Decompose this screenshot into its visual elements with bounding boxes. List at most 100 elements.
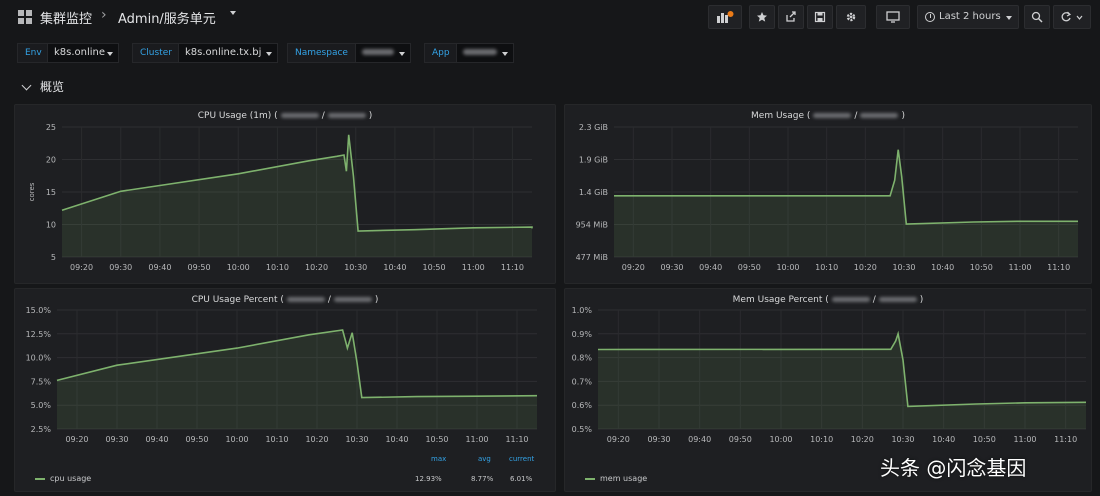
x-tick-label: 10:20	[854, 263, 877, 272]
row-collapse-icon[interactable]	[21, 80, 32, 91]
panel-title-text: CPU Usage Percent	[191, 295, 278, 305]
panel-title[interactable]: CPU Usage Percent (/)	[191, 295, 379, 305]
x-tick-label: 10:00	[225, 435, 248, 444]
refresh-button[interactable]	[1053, 5, 1091, 29]
chevron-down-icon	[1006, 16, 1012, 20]
x-tick-label: 09:20	[607, 435, 630, 444]
var-label-env: Env	[17, 43, 50, 63]
x-tick-label: 10:50	[425, 435, 448, 444]
watermark: 头条 @闪念基因	[880, 456, 1027, 480]
x-tick-label: 09:30	[109, 263, 132, 272]
x-tick-label: 10:40	[931, 263, 954, 272]
time-range-picker[interactable]: Last 2 hours	[917, 5, 1019, 29]
legend-item-mem-usage[interactable]: mem usage	[585, 474, 647, 483]
refresh-icon	[1061, 11, 1083, 22]
x-tick-label: 09:30	[647, 435, 670, 444]
add-panel-button[interactable]	[708, 5, 742, 29]
x-tick-label: 11:10	[1054, 435, 1077, 444]
zoom-out-button[interactable]	[1024, 5, 1050, 29]
row-title[interactable]: 概览	[40, 80, 65, 94]
y-tick-label: 0.8%	[572, 354, 593, 363]
x-tick-label: 10:10	[266, 263, 289, 272]
var-label-app: App	[424, 43, 458, 63]
var-select-env[interactable]: k8s.online	[47, 43, 119, 63]
chevron-down-icon	[399, 52, 405, 56]
legend-item-cpu-usage[interactable]: cpu usage	[35, 474, 91, 483]
legend-header-max[interactable]: max	[431, 455, 447, 463]
redacted-value	[333, 297, 372, 302]
x-tick-label: 11:00	[1013, 435, 1036, 444]
series-area	[57, 330, 537, 429]
x-tick-label: 11:10	[505, 435, 528, 444]
chevron-down-icon[interactable]	[230, 11, 236, 15]
x-tick-label: 11:00	[465, 435, 488, 444]
panel-title[interactable]: Mem Usage (/)	[751, 111, 905, 121]
x-tick-label: 09:40	[688, 435, 711, 444]
var-select-namespace[interactable]	[355, 43, 411, 63]
legend-value-current: 6.01%	[510, 475, 533, 483]
add-panel-icon	[717, 11, 734, 23]
x-tick-label: 10:10	[810, 435, 833, 444]
x-tick-label: 09:50	[188, 263, 211, 272]
panel-title-text: CPU Usage (1m)	[197, 111, 272, 121]
series-line	[614, 149, 1078, 225]
x-tick-label: 10:40	[385, 435, 408, 444]
redacted-value	[280, 113, 319, 118]
panel-cpu-percent: CPU Usage Percent (/) 2.5% 5.0% 7.5% 10.0% 1…	[14, 288, 556, 492]
x-tick-label: 10:50	[970, 263, 993, 272]
y-tick-label: 1.4 GiB	[579, 188, 608, 197]
y-tick-label: 5	[51, 253, 56, 262]
redacted-value	[813, 113, 852, 118]
redacted-value	[463, 49, 497, 55]
legend-header-avg[interactable]: avg	[478, 455, 491, 463]
var-select-cluster[interactable]: k8s.online.tx.bj	[178, 43, 278, 63]
x-tick-label: 09:20	[622, 263, 645, 272]
legend-label: mem usage	[600, 474, 648, 483]
panel-title[interactable]: Mem Usage Percent (/)	[732, 295, 924, 305]
legend-header-current[interactable]: current	[509, 455, 535, 463]
breadcrumb-folder[interactable]: 集群监控	[40, 12, 93, 27]
star-icon	[757, 12, 767, 22]
star-button[interactable]	[749, 5, 775, 29]
y-tick-label: 15	[46, 188, 56, 197]
var-value-cluster: k8s.online.tx.bj	[185, 47, 262, 58]
panel-title[interactable]: CPU Usage (1m) (/)	[197, 111, 373, 121]
chevron-down-icon	[107, 52, 113, 56]
x-tick-label: 10:00	[769, 435, 792, 444]
clock-icon	[925, 12, 935, 22]
y-tick-label: 10.0%	[26, 354, 52, 363]
redacted-value	[831, 297, 870, 302]
save-icon	[814, 11, 826, 23]
breadcrumb-separator: ›	[101, 7, 107, 23]
panel-title-text: Mem Usage	[751, 111, 805, 121]
x-tick-label: 09:20	[65, 435, 88, 444]
x-tick-label: 10:00	[227, 263, 250, 272]
apps-icon[interactable]	[18, 10, 32, 24]
y-tick-label: 7.5%	[31, 377, 52, 386]
panel-mem-percent: Mem Usage Percent (/) 0.5% 0.6% 0.7% 0.8% 0.…	[564, 288, 1092, 492]
tv-mode-button[interactable]	[876, 5, 910, 29]
y-tick-label: 25	[46, 123, 56, 132]
x-tick-label: 10:20	[305, 435, 328, 444]
series-area	[62, 134, 532, 257]
legend-swatch	[585, 477, 595, 480]
save-button[interactable]	[807, 5, 833, 29]
y-tick-label: 0.9%	[572, 330, 593, 339]
x-tick-label: 10:30	[344, 263, 367, 272]
series-area	[614, 149, 1078, 257]
share-button[interactable]	[778, 5, 804, 29]
mem-usage-chart[interactable]: 477 MiB 954 MiB 1.4 GiB 1.9 GiB 2.3 GiB 09:20…	[565, 105, 1093, 285]
mem-percent-chart[interactable]: 0.5% 0.6% 0.7% 0.8% 0.9% 1.0% 09:20 09:30 09:40 0…	[565, 289, 1093, 493]
x-tick-label: 09:40	[145, 435, 168, 444]
cpu-usage-chart[interactable]: 5 10 15 20 25 09:20 09:30 09:40 09:50 10:00 10:10 1…	[15, 105, 557, 285]
x-tick-label: 09:50	[185, 435, 208, 444]
x-tick-label: 10:30	[891, 435, 914, 444]
cpu-percent-chart[interactable]: 2.5% 5.0% 7.5% 10.0% 12.5% 15.0% 09:20 09:30 09:…	[15, 289, 557, 493]
x-tick-label: 10:50	[973, 435, 996, 444]
settings-button[interactable]	[836, 5, 866, 29]
x-tick-label: 09:40	[699, 263, 722, 272]
dashboard-title[interactable]: Admin/服务单元	[118, 12, 216, 27]
legend-value-avg: 8.77%	[471, 475, 494, 483]
x-tick-label: 10:10	[815, 263, 838, 272]
var-select-app[interactable]	[456, 43, 514, 63]
